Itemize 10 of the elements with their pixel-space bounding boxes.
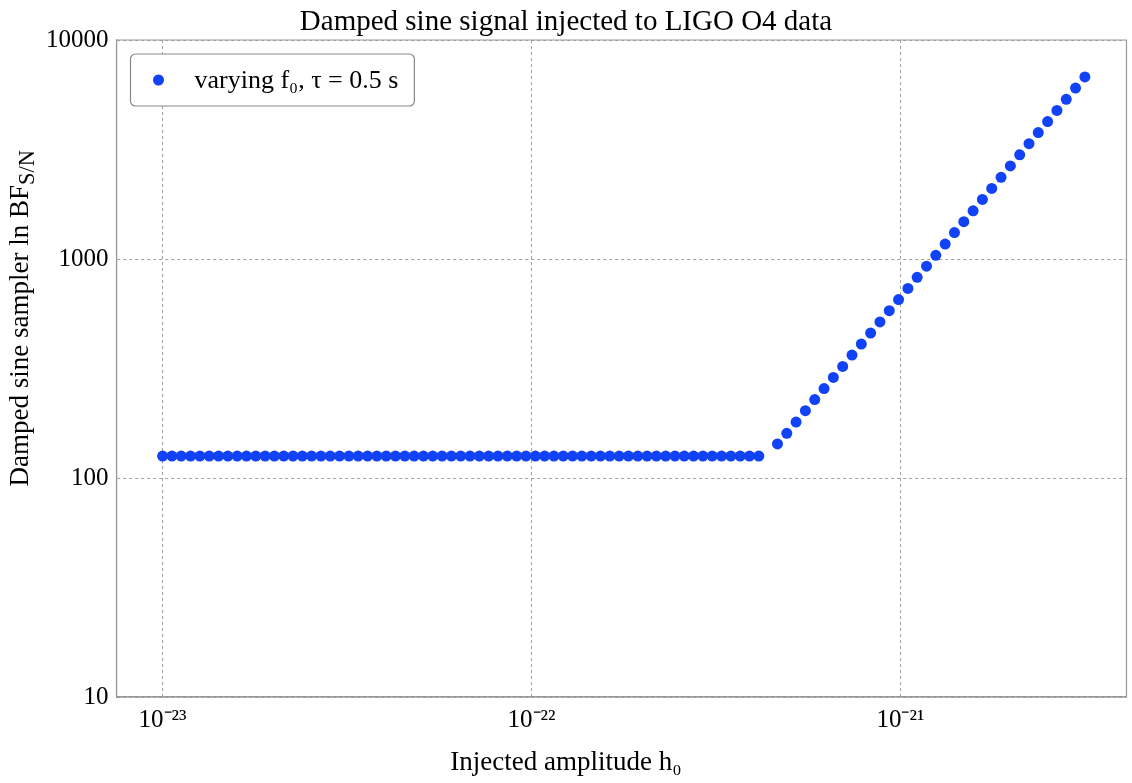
y-tick-label: 10 <box>83 681 109 709</box>
legend-label: varying f₀, τ = 0.5 s <box>194 64 399 94</box>
x-tick-label: 10⁻²¹ <box>876 704 925 732</box>
x-axis-title: Injected amplitude h₀ <box>449 746 683 777</box>
x-tick-label: 10⁻²³ <box>138 704 188 732</box>
y-tick-label: 100 <box>71 462 109 490</box>
y-tick-label: 10000 <box>46 24 109 52</box>
chart-title: Damped sine signal injected to LIGO O4 data <box>299 4 833 36</box>
y-tick-label: 1000 <box>58 243 109 271</box>
x-tick-label: 10⁻²² <box>507 704 556 732</box>
